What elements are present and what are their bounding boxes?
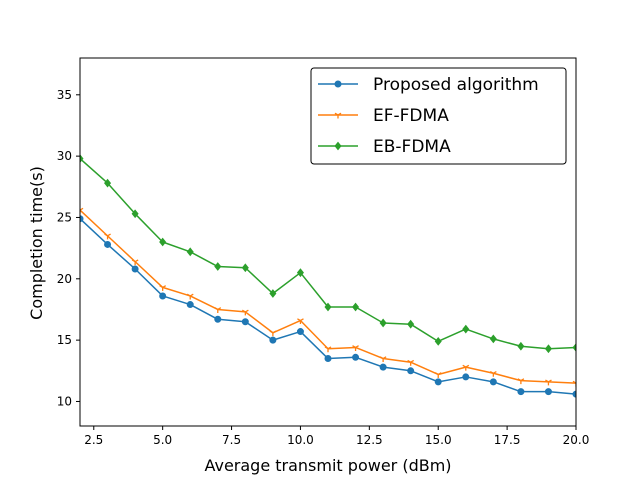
plot-area <box>80 154 576 398</box>
y-tick-label: 30 <box>57 149 72 163</box>
series-2-point <box>297 318 304 325</box>
series-2-point <box>462 364 470 371</box>
x-tick-label: 2.5 <box>84 433 103 447</box>
y-tick-label: 10 <box>57 394 72 408</box>
x-tick-label: 15.0 <box>425 433 452 447</box>
legend-label: EF-FDMA <box>373 106 449 126</box>
series-3-point <box>352 302 360 312</box>
series-3-point <box>80 154 84 163</box>
series-3-point <box>407 319 415 329</box>
series-3-point <box>131 209 139 219</box>
legend-label: EB-FDMA <box>373 137 451 157</box>
series-1-point <box>159 292 167 300</box>
series-3-point <box>544 344 552 354</box>
legend-marker <box>334 141 342 151</box>
series-1-point <box>379 363 387 371</box>
series-2-point <box>545 379 552 386</box>
x-tick-label: 5.0 <box>153 433 172 447</box>
y-axis-title: Completion time(s) <box>27 166 46 320</box>
series-2-point <box>434 372 442 378</box>
series-2-point <box>104 233 111 240</box>
series-2-point <box>159 285 167 291</box>
series-3-point <box>462 324 470 334</box>
series-3-point <box>186 247 194 257</box>
x-tick-label: 7.5 <box>222 433 241 447</box>
series-3-point <box>489 334 497 344</box>
y-tick-label: 25 <box>57 210 72 224</box>
series-1-point <box>131 265 139 273</box>
series-3-point <box>434 336 442 346</box>
series-2-point <box>379 356 387 363</box>
axes-frame <box>79 57 577 427</box>
series-3 <box>80 154 576 354</box>
series-3-point <box>517 341 525 351</box>
series-3-point <box>324 302 332 312</box>
series-1-point <box>80 215 84 223</box>
series-1-point <box>544 388 552 396</box>
series-1-point <box>407 367 415 375</box>
series-3-point <box>269 289 277 298</box>
series-2-point <box>269 330 277 337</box>
legend-marker <box>334 80 342 88</box>
series-1-point <box>269 336 277 344</box>
series-1-point <box>462 373 470 381</box>
series-1-point <box>434 378 442 386</box>
series-3-point <box>572 343 576 352</box>
legend: Proposed algorithm EF-FDMA EB-FDMA <box>310 67 567 165</box>
x-tick-label: 10.0 <box>287 433 314 447</box>
series-1-point <box>214 315 222 323</box>
y-tick-label: 35 <box>57 88 72 102</box>
series-1-point <box>104 240 112 248</box>
y-tick-label: 15 <box>57 333 72 347</box>
series-1 <box>80 215 576 398</box>
series-2-point <box>241 309 249 316</box>
series-3-point <box>214 262 222 271</box>
legend-box <box>310 67 567 165</box>
series-1-point <box>572 390 576 398</box>
series-3-point <box>296 268 304 278</box>
series-2 <box>80 207 576 387</box>
series-3-point <box>379 318 387 328</box>
series-2-point <box>131 259 139 266</box>
y-tick-label: 20 <box>57 272 72 286</box>
series-2-point <box>324 346 332 353</box>
series-2-point <box>186 293 194 300</box>
series-1-point <box>489 378 497 386</box>
series-2-point <box>352 345 359 351</box>
series-1-point <box>324 355 332 363</box>
series-2-point <box>572 380 576 387</box>
series-2-point <box>80 207 84 214</box>
series-2-point <box>517 378 525 385</box>
legend-marker <box>334 112 342 119</box>
series-2-point <box>489 370 497 377</box>
series-1-point <box>352 353 360 361</box>
x-tick-label: 20.0 <box>563 433 590 447</box>
series-1-point <box>296 328 304 336</box>
x-tick-label: 17.5 <box>494 433 521 447</box>
legend-label: Proposed algorithm <box>373 75 539 95</box>
series-1-point <box>241 318 249 326</box>
series-2-point <box>214 307 222 313</box>
series-1-point <box>186 301 194 309</box>
x-axis-title: Average transmit power (dBm) <box>204 456 451 475</box>
series-3-point <box>159 237 167 247</box>
series-3-point <box>104 178 112 188</box>
axes: 2.5 5.0 7.5 10.0 12.5 15.0 17.5 20.0 10 15 20 25 30 3… <box>57 57 590 447</box>
series-1-point <box>517 388 525 396</box>
x-tick-label: 12.5 <box>356 433 383 447</box>
series-2-point <box>407 359 415 366</box>
series-3-point <box>241 263 249 273</box>
